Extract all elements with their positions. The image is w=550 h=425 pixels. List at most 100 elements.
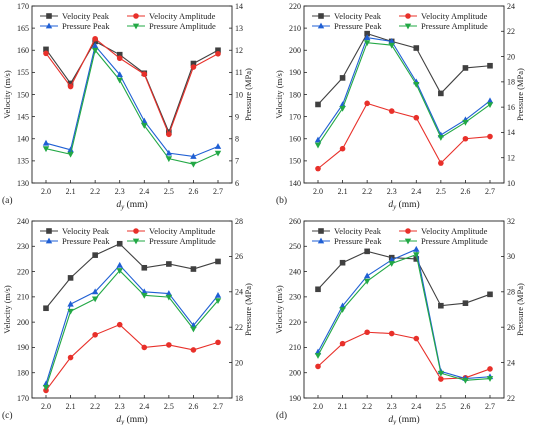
legend-item: Velocity Peak xyxy=(312,11,382,21)
series-line xyxy=(45,40,219,134)
legend-label: Pressure Peak xyxy=(62,21,110,31)
data-point xyxy=(214,291,222,298)
data-point xyxy=(339,75,346,81)
series-velocity-peak xyxy=(315,30,493,108)
data-point xyxy=(438,90,444,97)
data-point xyxy=(487,133,493,140)
right-tick-label: 24 xyxy=(507,2,515,11)
x-axis-title-subscript: y xyxy=(120,203,125,211)
left-axis-title: Velocity (m/s) xyxy=(274,70,284,119)
data-point xyxy=(67,275,74,281)
right-tick-label: 10 xyxy=(235,90,243,99)
series-line xyxy=(317,248,491,380)
data-point xyxy=(215,339,221,346)
data-point xyxy=(413,114,420,121)
legend-label: Velocity Peak xyxy=(334,11,382,21)
x-tick-label: 2.4 xyxy=(139,187,149,196)
data-point xyxy=(190,64,197,70)
data-point xyxy=(190,153,197,159)
x-tick-label: 2.3 xyxy=(115,187,125,196)
data-point xyxy=(363,40,371,47)
right-tick-label: 28 xyxy=(507,288,515,297)
x-axis-title-symbol: d xyxy=(116,200,121,210)
data-point xyxy=(388,330,395,337)
x-tick-label: 2.7 xyxy=(485,402,495,411)
data-point xyxy=(388,256,395,263)
legend-swatch-marker xyxy=(46,13,52,19)
legend-swatch-marker xyxy=(404,23,412,30)
x-tick-label: 2.0 xyxy=(313,187,323,196)
data-point xyxy=(42,146,50,153)
legend-item: Velocity Amplitude xyxy=(399,226,488,236)
x-tick-label: 2.7 xyxy=(213,187,223,196)
data-point xyxy=(486,97,494,104)
data-point xyxy=(339,106,346,112)
right-tick-label: 24 xyxy=(235,288,243,297)
legend-label: Pressure Peak xyxy=(334,236,382,246)
series-velocity-peak xyxy=(315,248,493,309)
x-tick-label: 2.1 xyxy=(338,187,348,196)
right-tick-label: 18 xyxy=(235,394,243,403)
panel-label: (b) xyxy=(276,195,287,206)
x-tick-label: 2.1 xyxy=(338,402,348,411)
plot-frame xyxy=(303,220,505,399)
right-tick-label: 14 xyxy=(507,128,515,137)
data-point xyxy=(315,363,321,370)
x-tick-label: 2.2 xyxy=(362,402,372,411)
data-point xyxy=(190,266,197,272)
data-point xyxy=(42,139,50,146)
left-tick-label: 230 xyxy=(289,293,301,302)
series-velocity-amplitude xyxy=(315,100,493,172)
legend-item: Pressure Amplitude xyxy=(399,21,488,31)
right-tick-label: 24 xyxy=(507,358,515,367)
left-tick-label: 155 xyxy=(17,68,29,77)
series-pressure-amplitude xyxy=(314,40,494,149)
left-tick-label: 250 xyxy=(289,242,301,251)
x-tick-label: 2.4 xyxy=(139,402,149,411)
data-point xyxy=(67,151,74,158)
x-tick-label: 2.5 xyxy=(164,402,174,411)
x-axis-title-symbol: d xyxy=(388,200,393,210)
right-tick-label: 32 xyxy=(507,217,515,226)
panel-label: (d) xyxy=(276,410,287,421)
legend-label: Velocity Peak xyxy=(62,11,110,21)
data-point xyxy=(190,161,197,168)
right-tick-label: 30 xyxy=(507,252,515,261)
data-point xyxy=(91,47,99,54)
panel-label: (a) xyxy=(2,195,13,206)
series-line xyxy=(45,264,219,385)
x-tick-label: 2.7 xyxy=(213,402,223,411)
data-point xyxy=(165,156,173,163)
data-point xyxy=(363,34,371,41)
data-point xyxy=(413,81,420,88)
legend-swatch-marker xyxy=(404,238,412,245)
data-point xyxy=(388,108,395,114)
data-point xyxy=(364,248,370,255)
legend-swatch-marker xyxy=(317,22,325,29)
legend-label: Pressure Amplitude xyxy=(149,21,216,31)
data-point xyxy=(43,46,49,53)
data-point xyxy=(388,42,395,49)
data-point xyxy=(462,119,469,126)
right-tick-label: 12 xyxy=(507,154,515,163)
right-tick-label: 20 xyxy=(507,52,515,61)
data-point xyxy=(116,71,123,77)
legend-swatch-marker xyxy=(133,13,139,19)
series-line xyxy=(45,44,219,158)
series-line xyxy=(45,37,219,136)
legend-swatch-marker xyxy=(46,228,52,234)
legend-swatch-marker xyxy=(132,238,140,245)
legend-label: Pressure Peak xyxy=(62,236,110,246)
data-point xyxy=(364,30,370,37)
data-point xyxy=(215,47,221,54)
x-tick-label: 2.1 xyxy=(66,187,76,196)
plot-frame xyxy=(303,5,505,184)
x-axis-title-subscript: y xyxy=(120,418,125,425)
data-point xyxy=(91,288,99,295)
data-point xyxy=(438,302,444,309)
data-point xyxy=(364,329,370,336)
data-point xyxy=(363,278,371,285)
left-tick-label: 230 xyxy=(17,242,29,251)
data-point xyxy=(141,123,148,129)
data-point xyxy=(413,335,420,342)
